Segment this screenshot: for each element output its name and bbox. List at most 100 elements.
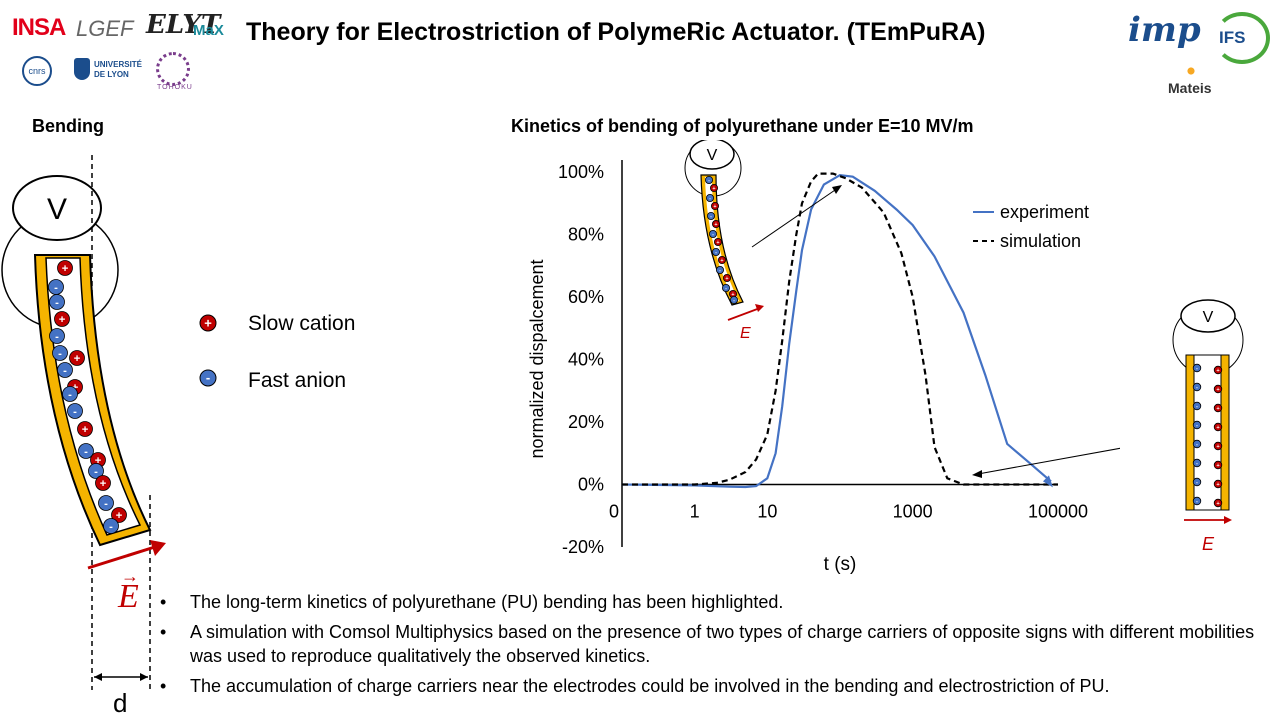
chart-title: Kinetics of bending of polyurethane unde… (511, 116, 974, 136)
y-tick-label: -20% (562, 537, 604, 557)
inset2-voltage-label: V (1203, 309, 1214, 326)
anion-charge-sign: - (109, 521, 113, 533)
cation-charge-sign: + (731, 292, 734, 298)
cation-charge-sign: + (1216, 482, 1220, 488)
chart-x-label: t (s) (824, 554, 857, 575)
inset2-charges: - + - + - + - + - + - + - + - + (1192, 363, 1223, 508)
cation-charge-sign: + (72, 382, 79, 394)
anion-charge (103, 518, 119, 534)
anion-charge-sign: - (1196, 442, 1198, 448)
cation-charge-sign: + (713, 204, 716, 210)
anion-charge-sign: - (733, 298, 735, 304)
cation-charge-sign: + (1216, 387, 1220, 393)
anion-charge (88, 463, 104, 479)
inset2-field-label: E (1202, 534, 1215, 554)
charges-group: +--+-- +-+--+-+-+-+- (48, 260, 127, 534)
inset1-field-arrow (727, 307, 761, 321)
udl-logo-line1: UNIVERSITÉ (94, 60, 143, 69)
mateis-dots-icon (1182, 64, 1200, 78)
anion-charge (52, 345, 68, 361)
cation-legend-icon: + (199, 314, 217, 332)
anion-charge-sign: - (712, 232, 714, 238)
svg-text:-: - (206, 370, 210, 385)
insa-logo: INSA (12, 14, 66, 41)
x-tick-label: 100000 (1028, 502, 1088, 522)
anion-charge-sign: - (710, 214, 712, 220)
cnrs-logo-text: cnrs (28, 66, 46, 76)
bending-heading: Bending (32, 116, 104, 136)
anion-charge-sign: - (1196, 366, 1198, 372)
cation-charge (1213, 441, 1223, 451)
cation-charge-sign: + (100, 478, 107, 490)
anion-charge-sign: - (725, 286, 727, 292)
legend-experiment-label: experiment (1000, 202, 1089, 222)
cation-charge-sign: + (82, 424, 89, 436)
cation-charge-sign: + (1216, 368, 1220, 374)
anion-charge-sign: - (55, 331, 59, 343)
anion-charge-sign: - (1196, 480, 1198, 486)
bullet-3: The accumulation of charge carriers near… (160, 674, 1278, 698)
y-tick-label: 0% (578, 475, 604, 495)
cation-charge-sign: + (62, 263, 69, 275)
udl-logo-line2: DE LYON (94, 70, 129, 79)
anion-legend-label: Fast anion (248, 369, 347, 392)
cation-charge (1213, 403, 1223, 413)
anion-charge-sign: - (1196, 499, 1198, 505)
anion-charge-sign: - (1196, 404, 1198, 410)
anion-charge (705, 175, 714, 184)
anion-charge (1192, 420, 1202, 430)
cation-charge-sign: + (116, 510, 123, 522)
anion-charge (49, 294, 65, 310)
series-line-simulation (622, 172, 1058, 486)
anion-charge-sign: - (1196, 423, 1198, 429)
inset2-voltmeter (1180, 299, 1236, 333)
anion-charge-sign: - (715, 250, 717, 256)
tohoku-logo: TOHOKU (157, 84, 193, 91)
x-tick-label: 10 (757, 502, 777, 522)
inset1-pointer (751, 187, 839, 248)
anion-charge-sign: - (73, 406, 77, 418)
cation-charge (54, 311, 70, 327)
cnrs-logo: cnrs (22, 56, 52, 86)
anion-charge-sign: - (1196, 461, 1198, 467)
anion-charge (1192, 401, 1202, 411)
svg-text:+: + (204, 316, 212, 331)
cation-charge (718, 255, 727, 264)
anion-charge-sign: - (54, 282, 58, 294)
cation-charge-sign: + (1216, 425, 1220, 431)
cation-charge (57, 260, 73, 276)
elymax-logo: ELYT (146, 10, 221, 40)
distance-label: d (113, 688, 128, 718)
anion-charge-sign: - (58, 348, 62, 360)
cation-charge-sign: + (714, 222, 717, 228)
anion-charge-sign: - (84, 446, 88, 458)
inset2-pointer (977, 447, 1120, 475)
anion-charge (1192, 477, 1202, 487)
cation-charge-sign: + (716, 240, 719, 246)
cation-charge (111, 507, 127, 523)
cation-charge (1213, 365, 1223, 375)
cation-charge (710, 183, 719, 192)
inset2-right-electrode (1220, 354, 1230, 511)
anion-charge (1192, 496, 1202, 506)
cation-charge-sign: + (720, 258, 723, 264)
y-tick-label: 80% (568, 225, 604, 245)
anion-charge-sign: - (94, 466, 98, 478)
anion-charge (706, 193, 715, 202)
cation-charge-sign: + (59, 314, 66, 326)
cation-charge (77, 421, 93, 437)
anion-charge (707, 211, 716, 220)
x-tick-label: 0 (609, 502, 619, 522)
udl-crest-icon (74, 58, 90, 80)
anion-legend-icon: - (199, 369, 217, 387)
anion-charge (62, 386, 78, 402)
tohoku-logo-icon (156, 52, 190, 86)
bullet-1: The long-term kinetics of polyurethane (… (160, 590, 1278, 614)
cation-charge-sign: + (1216, 501, 1220, 507)
anion-charge (722, 283, 731, 292)
cation-charge-sign: + (1216, 463, 1220, 469)
cation-charge-sign: + (1216, 406, 1220, 412)
voltmeter-label: V (47, 193, 67, 226)
anion-charge (78, 443, 94, 459)
cation-charge (712, 219, 721, 228)
